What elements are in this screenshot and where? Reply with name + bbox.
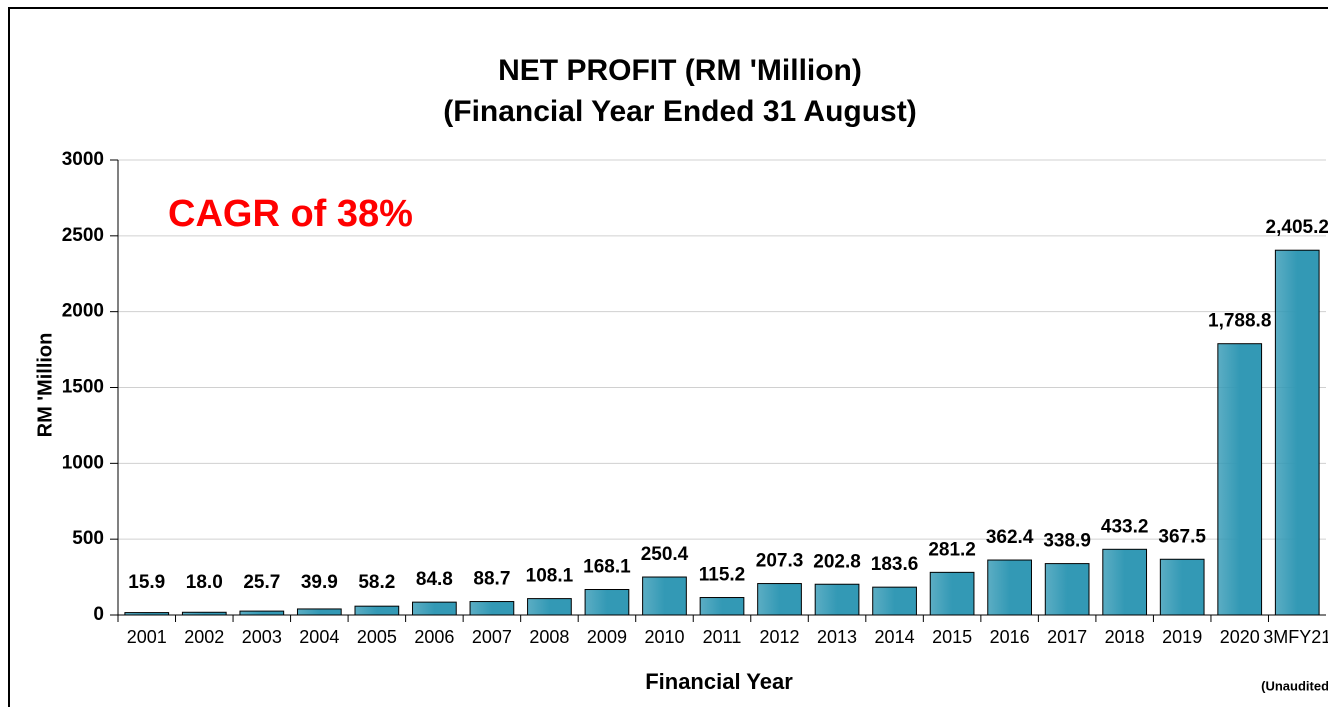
- bar: [354, 605, 400, 616]
- x-tick-label: 2012: [760, 627, 800, 647]
- x-tick-label: 2013: [817, 627, 857, 647]
- data-label: 367.5: [1158, 526, 1206, 547]
- x-tick-label: 2004: [299, 627, 339, 647]
- x-tick-label: 2019: [1162, 627, 1202, 647]
- bar: [699, 597, 745, 616]
- data-label: 1,788.8: [1208, 311, 1271, 332]
- x-tick-label: 2005: [357, 627, 397, 647]
- x-tick-label: 2002: [184, 627, 224, 647]
- frame: [8, 7, 1328, 707]
- chart-subtitle: (Financial Year Ended 31 August): [443, 95, 916, 128]
- bar: [296, 608, 342, 616]
- data-label: 39.9: [301, 572, 338, 593]
- bar: [987, 559, 1032, 616]
- data-label: 15.9: [128, 572, 165, 593]
- y-tick-label: 500: [72, 528, 104, 549]
- category-note: (Unaudited): [1261, 678, 1328, 693]
- bar: [527, 598, 572, 616]
- bar: [239, 610, 285, 616]
- data-label: 362.4: [986, 527, 1034, 548]
- bar: [1044, 563, 1090, 616]
- y-tick-label: 2500: [62, 225, 104, 246]
- data-label: 183.6: [871, 554, 919, 575]
- y-tick-label: 3000: [62, 149, 104, 170]
- data-label: 88.7: [473, 569, 510, 590]
- x-tick-label: 3MFY21: [1263, 627, 1328, 647]
- x-tick-label: 2014: [875, 627, 915, 647]
- data-label: 58.2: [358, 572, 395, 593]
- bar: [757, 583, 802, 616]
- x-tick-label: 2020: [1220, 627, 1260, 647]
- bar: [929, 571, 975, 616]
- y-tick-label: 1500: [62, 377, 104, 398]
- bar: [1159, 558, 1205, 616]
- annotation: CAGR of 38%: [168, 193, 413, 235]
- data-label: 84.8: [416, 569, 453, 590]
- bar: [872, 586, 917, 616]
- data-label: 338.9: [1043, 531, 1091, 552]
- data-label: 250.4: [641, 544, 689, 565]
- x-axis-label: Financial Year: [645, 669, 793, 694]
- x-tick-label: 2001: [127, 627, 167, 647]
- bar: [124, 612, 170, 616]
- x-tick-label: 2003: [242, 627, 282, 647]
- bar: [181, 611, 227, 616]
- chart-title: NET PROFIT (RM 'Million): [498, 54, 862, 87]
- x-tick-label: 2007: [472, 627, 512, 647]
- data-label: 108.1: [526, 566, 574, 587]
- data-label: 433.2: [1101, 516, 1149, 537]
- data-label: 202.8: [813, 551, 861, 572]
- x-tick-label: 2008: [529, 627, 569, 647]
- bar: [412, 601, 457, 616]
- bar: [814, 583, 860, 616]
- x-tick-label: 2009: [587, 627, 627, 647]
- y-tick-label: 2000: [62, 301, 104, 322]
- bar: [1274, 249, 1320, 616]
- x-tick-label: 2015: [932, 627, 972, 647]
- x-tick-label: 2010: [644, 627, 684, 647]
- bar: [584, 589, 630, 616]
- data-label: 281.2: [928, 539, 976, 560]
- data-label: 18.0: [186, 572, 223, 593]
- data-label: 115.2: [699, 565, 746, 586]
- x-tick-label: 2017: [1047, 627, 1087, 647]
- y-tick-label: 1000: [62, 452, 104, 473]
- x-tick-label: 2011: [703, 627, 742, 647]
- bar: [642, 576, 687, 616]
- data-label: 2,405.2: [1266, 217, 1328, 238]
- data-label: 168.1: [583, 557, 631, 578]
- x-tick-label: 2016: [990, 627, 1030, 647]
- bar: [1217, 343, 1263, 616]
- bar: [1102, 548, 1148, 616]
- bar: [469, 601, 515, 616]
- y-axis-label: RM 'Million: [34, 333, 56, 438]
- x-tick-label: 2018: [1105, 627, 1145, 647]
- x-tick-label: 2006: [414, 627, 454, 647]
- data-label: 25.7: [243, 572, 280, 593]
- y-tick-label: 0: [93, 604, 104, 625]
- data-label: 207.3: [756, 551, 804, 572]
